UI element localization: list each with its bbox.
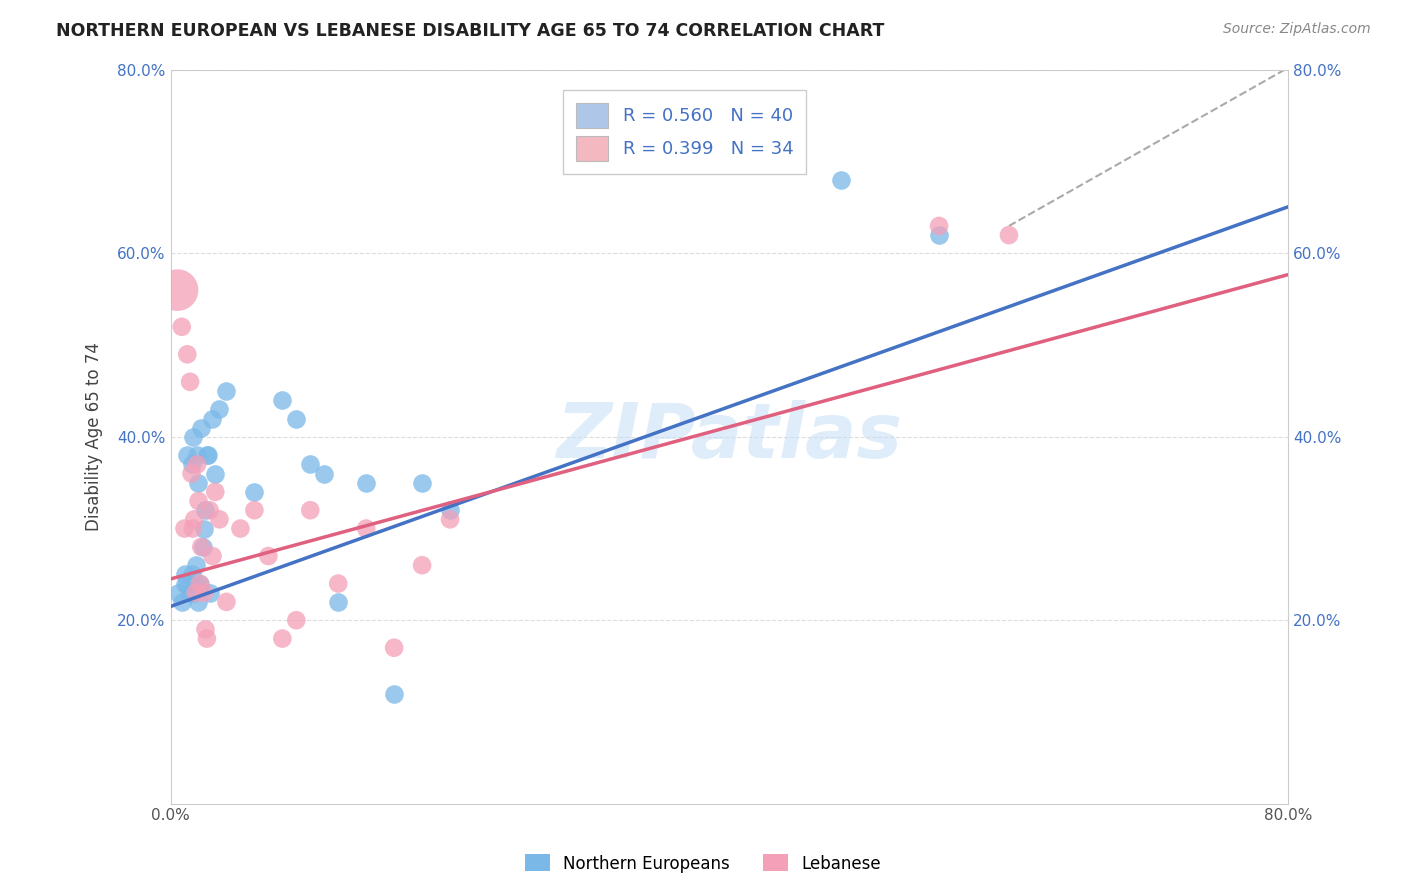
Point	[193, 522, 215, 536]
Point	[184, 558, 207, 573]
Point	[188, 576, 211, 591]
Point	[181, 522, 204, 536]
Point	[187, 595, 209, 609]
Point	[190, 420, 212, 434]
Point	[194, 623, 217, 637]
Point	[354, 522, 377, 536]
Point	[382, 640, 405, 655]
Point	[229, 522, 252, 536]
Point	[176, 448, 198, 462]
Point	[184, 585, 207, 599]
Point	[195, 632, 218, 646]
Point	[191, 540, 214, 554]
Point	[193, 585, 215, 599]
Point	[204, 484, 226, 499]
Point	[382, 687, 405, 701]
Point	[173, 522, 195, 536]
Point	[314, 467, 336, 481]
Point	[243, 484, 266, 499]
Point	[186, 448, 208, 462]
Point	[176, 347, 198, 361]
Point	[184, 576, 207, 591]
Point	[187, 475, 209, 490]
Point	[208, 402, 231, 417]
Point	[201, 549, 224, 563]
Point	[195, 448, 218, 462]
Point	[998, 228, 1021, 243]
Point	[830, 173, 852, 187]
Point	[243, 503, 266, 517]
Point	[215, 595, 238, 609]
Point	[215, 384, 238, 398]
Point	[198, 503, 221, 517]
Point	[354, 475, 377, 490]
Point	[173, 567, 195, 582]
Point	[187, 494, 209, 508]
Point	[176, 576, 198, 591]
Point	[299, 458, 322, 472]
Point	[328, 595, 350, 609]
Point	[170, 595, 193, 609]
Point	[166, 283, 188, 297]
Point	[183, 585, 205, 599]
Point	[411, 475, 433, 490]
Point	[271, 393, 294, 408]
Point	[439, 503, 461, 517]
Point	[183, 512, 205, 526]
Point	[328, 576, 350, 591]
Legend: Northern Europeans, Lebanese: Northern Europeans, Lebanese	[519, 847, 887, 880]
Legend: R = 0.560   N = 40, R = 0.399   N = 34: R = 0.560 N = 40, R = 0.399 N = 34	[564, 90, 806, 174]
Point	[181, 430, 204, 444]
Point	[208, 512, 231, 526]
Point	[173, 576, 195, 591]
Point	[928, 219, 950, 233]
Point	[439, 512, 461, 526]
Point	[197, 448, 219, 462]
Point	[194, 503, 217, 517]
Point	[188, 576, 211, 591]
Point	[928, 228, 950, 243]
Y-axis label: Disability Age 65 to 74: Disability Age 65 to 74	[86, 343, 103, 532]
Point	[190, 540, 212, 554]
Text: NORTHERN EUROPEAN VS LEBANESE DISABILITY AGE 65 TO 74 CORRELATION CHART: NORTHERN EUROPEAN VS LEBANESE DISABILITY…	[56, 22, 884, 40]
Text: Source: ZipAtlas.com: Source: ZipAtlas.com	[1223, 22, 1371, 37]
Point	[285, 613, 308, 627]
Point	[180, 567, 202, 582]
Point	[180, 458, 202, 472]
Point	[411, 558, 433, 573]
Point	[179, 375, 201, 389]
Point	[285, 411, 308, 425]
Point	[180, 467, 202, 481]
Point	[179, 585, 201, 599]
Point	[257, 549, 280, 563]
Point	[186, 458, 208, 472]
Point	[271, 632, 294, 646]
Point	[201, 411, 224, 425]
Point	[299, 503, 322, 517]
Point	[204, 467, 226, 481]
Text: ZIPatlas: ZIPatlas	[557, 400, 903, 474]
Point	[170, 319, 193, 334]
Point	[198, 585, 221, 599]
Point	[166, 585, 188, 599]
